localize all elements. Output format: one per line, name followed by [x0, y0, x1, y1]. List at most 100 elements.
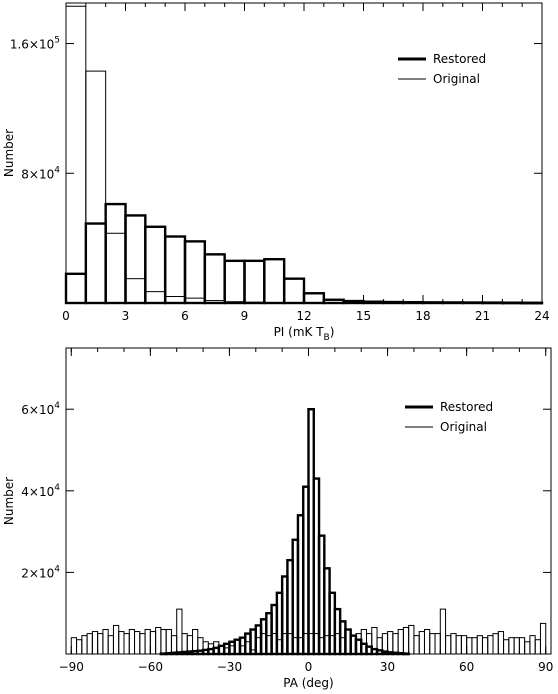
x-tick-label: 9	[241, 309, 249, 323]
bar-original-9	[118, 631, 125, 655]
bar-original-81	[497, 631, 505, 655]
bar-original-1	[85, 70, 107, 304]
series-restored	[64, 202, 544, 305]
x-tick-label: 21	[475, 309, 490, 323]
bar-restored-10	[263, 258, 286, 305]
bar-original-1	[76, 639, 83, 655]
bar-restored-5	[163, 235, 187, 305]
plot-frame	[65, 2, 543, 304]
bar-original-65	[413, 635, 420, 655]
bar-original-66	[418, 631, 425, 655]
bar-original-15	[149, 631, 157, 655]
legend-label-restored: Restored	[433, 52, 486, 66]
y-tick-label: 4×104	[21, 483, 60, 499]
bar-original-2	[81, 635, 88, 655]
x-tick-label: 15	[356, 309, 371, 323]
bar-restored-12	[302, 292, 326, 305]
bar-original-69	[434, 633, 441, 655]
bar-original-73	[455, 635, 462, 655]
bar-original-0	[65, 5, 87, 304]
bar-restored-2	[104, 202, 127, 305]
y-axis-title: Number	[2, 477, 16, 525]
bar-original-10	[123, 633, 130, 655]
bar-original-2	[105, 232, 126, 304]
x-tick-label: 6	[181, 309, 189, 323]
bar-original-88	[534, 639, 541, 655]
bar-original-4	[91, 631, 99, 655]
pa-histogram-panel: −90 −60 −30 0 30 60 90 2×104 4×104 6×104 Number PA …	[2, 347, 553, 690]
y-tick-label: 2×104	[21, 564, 60, 580]
bar-restored-11	[282, 277, 306, 305]
bar-original-75	[466, 637, 473, 655]
y-tick-label: 6×104	[21, 401, 60, 417]
bar-original-6	[102, 629, 109, 655]
bar-original-85	[518, 637, 526, 655]
x-tick-label: 24	[534, 309, 549, 323]
bar-original-68	[429, 633, 436, 655]
bar-restored-3	[124, 214, 147, 305]
bar-original-64	[408, 624, 415, 655]
bar-original-16	[155, 626, 162, 655]
bar-original-87	[529, 635, 536, 655]
x-tick-label: −90	[59, 660, 84, 674]
bar-original-3	[86, 633, 93, 655]
bar-original-17	[160, 629, 167, 655]
x-tick-label: −60	[138, 660, 163, 674]
bar-restored-9	[243, 259, 266, 305]
bar-original-0	[70, 637, 78, 655]
legend: Restored Original	[398, 52, 486, 86]
bar-original-71	[445, 635, 452, 655]
bar-original-8	[112, 624, 120, 655]
bar-original-13	[139, 633, 146, 655]
bar-original-84	[513, 637, 520, 655]
x-axis-title: PA (deg)	[283, 676, 333, 690]
bar-original-11	[128, 629, 136, 655]
bar-original-78	[481, 637, 489, 655]
x-tick-label: 12	[296, 309, 311, 323]
bar-original-18	[165, 629, 172, 655]
legend-label-original: Original	[440, 420, 487, 434]
bar-original-79	[487, 635, 494, 655]
legend-label-original: Original	[433, 72, 480, 86]
x-tick-label: 3	[122, 309, 130, 323]
bar-original-82	[503, 639, 510, 655]
bar-restored-8	[223, 259, 246, 305]
bar-original-4	[144, 291, 166, 304]
x-tick-label: 0	[62, 309, 70, 323]
series-restored	[159, 408, 410, 656]
bar-restored-0	[64, 272, 88, 305]
x-tick-label: 30	[380, 660, 395, 674]
bar-original-70	[439, 608, 447, 655]
bar-original-3	[125, 278, 146, 304]
x-tick-label: 18	[415, 309, 430, 323]
bar-original-67	[423, 629, 431, 655]
y-axis-title: Number	[2, 129, 16, 177]
bar-restored-1	[84, 222, 107, 305]
bar-original-61	[392, 633, 399, 655]
bar-original-80	[492, 633, 499, 655]
bar-original-86	[524, 641, 531, 655]
y-tick-label: 1.6×105	[10, 36, 60, 52]
x-tick-label: −30	[217, 660, 242, 674]
pi-histogram-panel: 0 3 6 9 12 15 18 21 24 8×104 1.6×105 Number PI (mK T…	[2, 2, 550, 343]
bar-original-62	[397, 629, 404, 655]
bar-original-14	[144, 629, 151, 655]
y-tick-label: 8×104	[21, 165, 60, 181]
bar-original-77	[476, 635, 483, 655]
x-axis-title: PI (mK TB)	[274, 325, 335, 343]
legend: Restored Original	[405, 400, 493, 434]
bar-original-7	[107, 635, 114, 655]
bar-original-63	[402, 626, 410, 655]
x-tick-label: 90	[538, 660, 553, 674]
legend-label-restored: Restored	[440, 400, 493, 414]
bar-restored-6	[183, 240, 207, 305]
bar-original-83	[508, 637, 515, 655]
bar-original-74	[460, 635, 468, 655]
bar-original-5	[97, 633, 104, 655]
x-tick-label: 0	[305, 660, 313, 674]
x-tick-label: 60	[459, 660, 474, 674]
bar-original-20	[176, 608, 183, 655]
bar-original-76	[471, 637, 478, 655]
bar-original-89	[539, 622, 547, 655]
